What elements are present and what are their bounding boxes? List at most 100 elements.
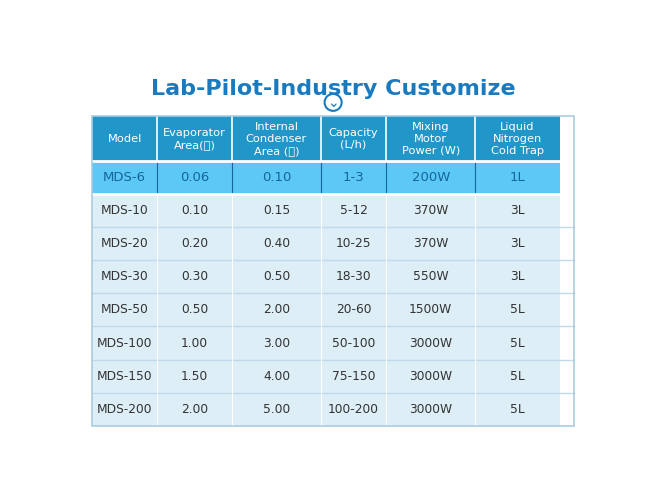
Bar bbox=[475, 161, 560, 194]
Text: 0.50: 0.50 bbox=[263, 270, 290, 283]
Text: ⌄: ⌄ bbox=[328, 96, 339, 110]
Bar bbox=[386, 327, 475, 360]
Bar bbox=[232, 227, 321, 260]
Text: 5L: 5L bbox=[510, 403, 525, 416]
Bar bbox=[157, 194, 232, 227]
Bar bbox=[475, 227, 560, 260]
Bar bbox=[232, 327, 321, 360]
Text: 370W: 370W bbox=[413, 204, 448, 217]
Bar bbox=[386, 194, 475, 227]
Bar bbox=[386, 360, 475, 393]
Text: Lab-Pilot-Industry Customize: Lab-Pilot-Industry Customize bbox=[151, 80, 515, 99]
Bar bbox=[157, 360, 232, 393]
Bar bbox=[157, 161, 232, 194]
Text: MDS-100: MDS-100 bbox=[97, 336, 152, 350]
Text: 2.00: 2.00 bbox=[181, 403, 208, 416]
Bar bbox=[232, 393, 321, 426]
Text: MDS-50: MDS-50 bbox=[101, 303, 149, 317]
Bar bbox=[92, 116, 574, 426]
Text: 0.06: 0.06 bbox=[180, 171, 209, 184]
Text: 5-12: 5-12 bbox=[340, 204, 367, 217]
Bar bbox=[386, 116, 475, 161]
Text: 0.10: 0.10 bbox=[262, 171, 291, 184]
Text: Capacity
(L/h): Capacity (L/h) bbox=[329, 127, 378, 150]
Bar bbox=[321, 327, 386, 360]
Text: 75-150: 75-150 bbox=[332, 370, 375, 383]
Bar bbox=[92, 260, 157, 293]
Text: 5L: 5L bbox=[510, 303, 525, 317]
Text: 0.30: 0.30 bbox=[181, 270, 208, 283]
Text: 5.00: 5.00 bbox=[263, 403, 290, 416]
Text: 0.15: 0.15 bbox=[263, 204, 290, 217]
Text: 3000W: 3000W bbox=[410, 403, 452, 416]
Bar bbox=[92, 161, 157, 194]
Text: Model: Model bbox=[107, 133, 142, 144]
Text: 5L: 5L bbox=[510, 336, 525, 350]
Bar bbox=[157, 293, 232, 327]
Text: 10-25: 10-25 bbox=[336, 237, 371, 250]
Bar bbox=[475, 116, 560, 161]
Bar bbox=[386, 393, 475, 426]
Bar bbox=[157, 227, 232, 260]
Bar bbox=[386, 260, 475, 293]
Text: 1.50: 1.50 bbox=[181, 370, 208, 383]
Text: MDS-150: MDS-150 bbox=[97, 370, 153, 383]
Bar bbox=[475, 393, 560, 426]
Text: MDS-200: MDS-200 bbox=[97, 403, 152, 416]
Text: 1500W: 1500W bbox=[409, 303, 452, 317]
Bar bbox=[321, 393, 386, 426]
Bar bbox=[92, 194, 157, 227]
Bar bbox=[92, 227, 157, 260]
Text: 100-200: 100-200 bbox=[328, 403, 379, 416]
Text: 0.50: 0.50 bbox=[181, 303, 208, 317]
Text: MDS-10: MDS-10 bbox=[101, 204, 148, 217]
Text: 1-3: 1-3 bbox=[343, 171, 365, 184]
Text: Liquid
Nitrogen
Cold Trap: Liquid Nitrogen Cold Trap bbox=[491, 122, 544, 156]
Bar bbox=[475, 260, 560, 293]
Bar bbox=[232, 260, 321, 293]
Text: Evaporator
Area(㎡): Evaporator Area(㎡) bbox=[163, 127, 226, 150]
Bar bbox=[92, 393, 157, 426]
Bar bbox=[475, 194, 560, 227]
Text: 50-100: 50-100 bbox=[332, 336, 375, 350]
Bar bbox=[475, 360, 560, 393]
Text: Mixing
Motor
Power (W): Mixing Motor Power (W) bbox=[402, 122, 460, 156]
Bar bbox=[92, 360, 157, 393]
Text: MDS-6: MDS-6 bbox=[103, 171, 146, 184]
Text: 0.40: 0.40 bbox=[263, 237, 290, 250]
Bar bbox=[232, 194, 321, 227]
Bar bbox=[232, 360, 321, 393]
Text: Internal
Condenser
Area (㎡): Internal Condenser Area (㎡) bbox=[246, 122, 307, 156]
Bar bbox=[321, 360, 386, 393]
Bar bbox=[321, 227, 386, 260]
Bar bbox=[92, 116, 157, 161]
Bar bbox=[386, 293, 475, 327]
Text: 20-60: 20-60 bbox=[336, 303, 371, 317]
Text: 1.00: 1.00 bbox=[181, 336, 208, 350]
Text: 3L: 3L bbox=[510, 237, 525, 250]
Bar bbox=[157, 393, 232, 426]
Text: 3000W: 3000W bbox=[410, 370, 452, 383]
Text: 2.00: 2.00 bbox=[263, 303, 290, 317]
Bar bbox=[386, 161, 475, 194]
Text: 4.00: 4.00 bbox=[263, 370, 290, 383]
Bar bbox=[475, 293, 560, 327]
Bar bbox=[157, 260, 232, 293]
Bar bbox=[92, 327, 157, 360]
Bar bbox=[321, 260, 386, 293]
Text: 200W: 200W bbox=[411, 171, 450, 184]
Text: MDS-30: MDS-30 bbox=[101, 270, 148, 283]
Bar bbox=[157, 116, 232, 161]
Bar bbox=[321, 293, 386, 327]
Bar bbox=[475, 327, 560, 360]
Bar bbox=[321, 161, 386, 194]
Text: MDS-20: MDS-20 bbox=[101, 237, 148, 250]
Bar bbox=[92, 293, 157, 327]
Text: 0.10: 0.10 bbox=[181, 204, 208, 217]
Text: 3000W: 3000W bbox=[410, 336, 452, 350]
Text: 550W: 550W bbox=[413, 270, 448, 283]
Bar bbox=[232, 161, 321, 194]
Bar bbox=[321, 194, 386, 227]
Text: 18-30: 18-30 bbox=[336, 270, 371, 283]
Bar bbox=[321, 116, 386, 161]
